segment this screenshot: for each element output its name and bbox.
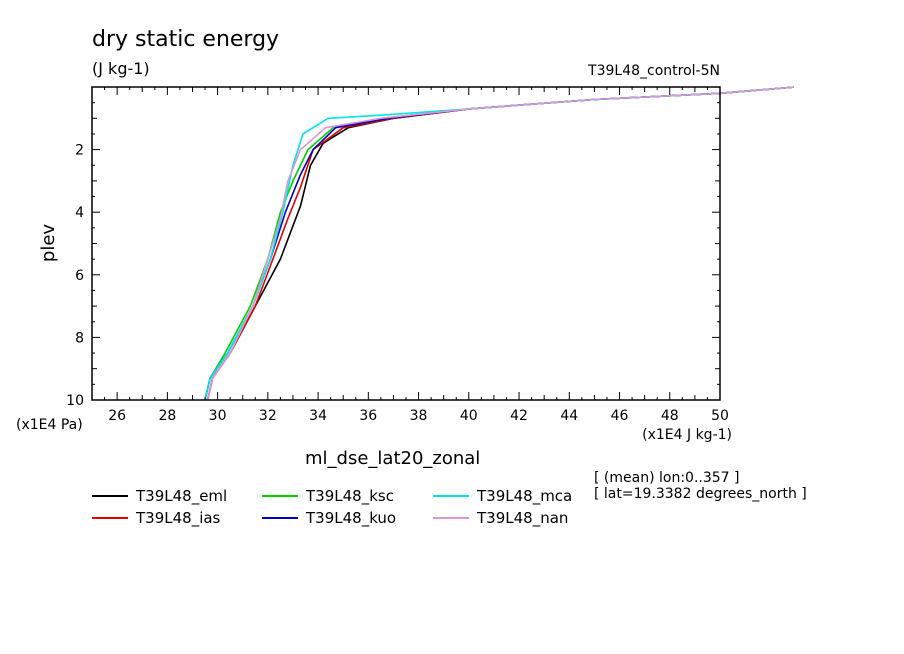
y-axis-label: plev [38,224,59,263]
y-tick-label: 10 [66,393,84,409]
x-tick-labels: 26 28 30 32 34 36 38 40 42 44 46 48 50 [108,408,729,424]
y-tick-labels: 2 4 6 8 10 [66,143,84,409]
series-line-T39L48_eml [206,86,794,400]
x-tick-label: 32 [259,408,277,424]
x-tick-label: 46 [611,408,629,424]
legend-label: T39L48_nan [476,509,568,528]
x-tick-label: 40 [460,408,478,424]
x-tick-label: 42 [510,408,528,424]
legend-label: T39L48_mca [476,487,572,506]
y-tick-label: 6 [75,268,84,284]
chart-units: (J kg-1) [92,59,150,78]
x-tick-label: 26 [108,408,126,424]
legend-item: T39L48_mca [433,487,572,506]
y-tick-label: 4 [75,205,84,221]
legend-item: T39L48_eml [92,487,227,506]
series-line-T39L48_nan [206,86,794,400]
x-tick-label: 50 [711,408,729,424]
legend-label: T39L48_ksc [305,487,394,506]
series-layer [204,86,794,400]
x-tick-label: 28 [158,408,176,424]
y-axis-units: (x1E4 Pa) [16,417,83,433]
series-line-T39L48_ksc [204,86,794,400]
legend-item: T39L48_ksc [262,487,394,506]
series-line-T39L48_kuo [204,86,794,400]
y-tick-label: 8 [75,330,84,346]
legend-label: T39L48_kuo [305,509,396,528]
x-tick-label: 38 [410,408,428,424]
note-lat: [ lat=19.3382 degrees_north ] [594,486,807,502]
x-tick-label: 44 [560,408,578,424]
x-tick-label: 34 [309,408,327,424]
axis-ticks [91,87,721,401]
plot-frame [91,86,721,401]
legend-label: T39L48_eml [135,487,227,506]
series-line-T39L48_ias [206,86,794,400]
x-axis-units: (x1E4 J kg-1) [642,427,732,443]
legend-item: T39L48_kuo [262,509,396,528]
note-mean-lon: [ (mean) lon:0..357 ] [594,470,739,486]
x-tick-label: 48 [661,408,679,424]
y-tick-label: 2 [75,143,84,159]
legend-item: T39L48_nan [433,509,568,528]
x-tick-label: 36 [359,408,377,424]
experiment-label: T39L48_control-5N [587,63,720,79]
series-line-T39L48_mca [204,86,794,400]
chart-title: dry static energy [92,27,279,52]
legend: T39L48_eml T39L48_ias T39L48_ksc T39L48_kuo… [92,487,572,528]
legend-label: T39L48_ias [135,509,221,528]
x-tick-label: 30 [209,408,227,424]
legend-item: T39L48_ias [92,509,221,528]
x-axis-label: ml_dse_lat20_zonal [305,448,480,469]
